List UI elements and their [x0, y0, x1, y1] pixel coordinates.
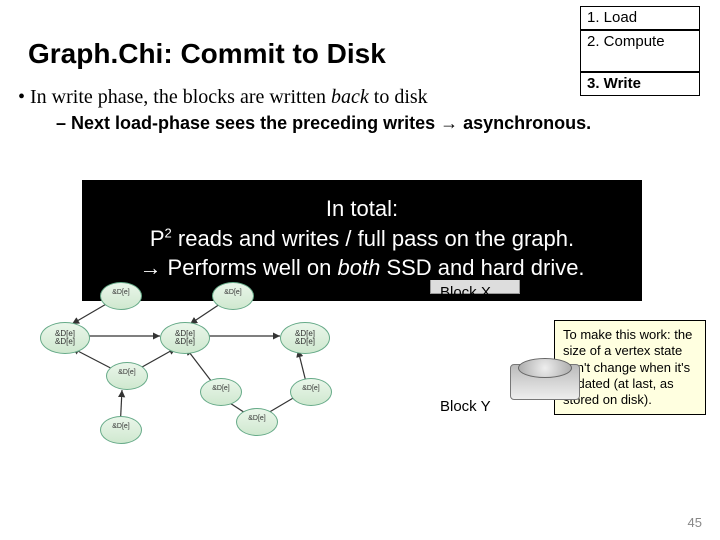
graph-node: &D[e] [100, 416, 142, 444]
block-y-label: Block Y [440, 398, 491, 415]
phase-compute-label: 2. Compute [587, 33, 665, 50]
block-x-label: Block X [440, 284, 491, 301]
phase-load-label: 1. Load [587, 9, 637, 26]
graph-node: &D[e] [212, 282, 254, 310]
bullet-sub: – Next load-phase sees the preceding wri… [56, 112, 656, 135]
phase-load: 1. Load [580, 6, 700, 30]
phase-write-label: 3. Write [587, 75, 641, 92]
graph-node: &D[e] [236, 408, 278, 436]
disk-icon [510, 350, 580, 400]
graph-node: &D[e] [200, 378, 242, 406]
graph-node: &D[e]&D[e] [160, 322, 210, 354]
graph-node: &D[e] [100, 282, 142, 310]
phase-write: 3. Write [580, 72, 700, 96]
graph-node: &D[e] [106, 362, 148, 390]
graph-node: &D[e] [290, 378, 332, 406]
phase-compute: 2. Compute [580, 30, 700, 72]
page-number: 45 [688, 515, 702, 530]
summary-overlay: In total:P2 reads and writes / full pass… [82, 180, 642, 301]
bullet-main: • In write phase, the blocks are written… [18, 86, 428, 109]
slide-title: Graph.Chi: Commit to Disk [28, 38, 386, 70]
graph-node: &D[e]&D[e] [280, 322, 330, 354]
graph-node: &D[e]&D[e] [40, 322, 90, 354]
